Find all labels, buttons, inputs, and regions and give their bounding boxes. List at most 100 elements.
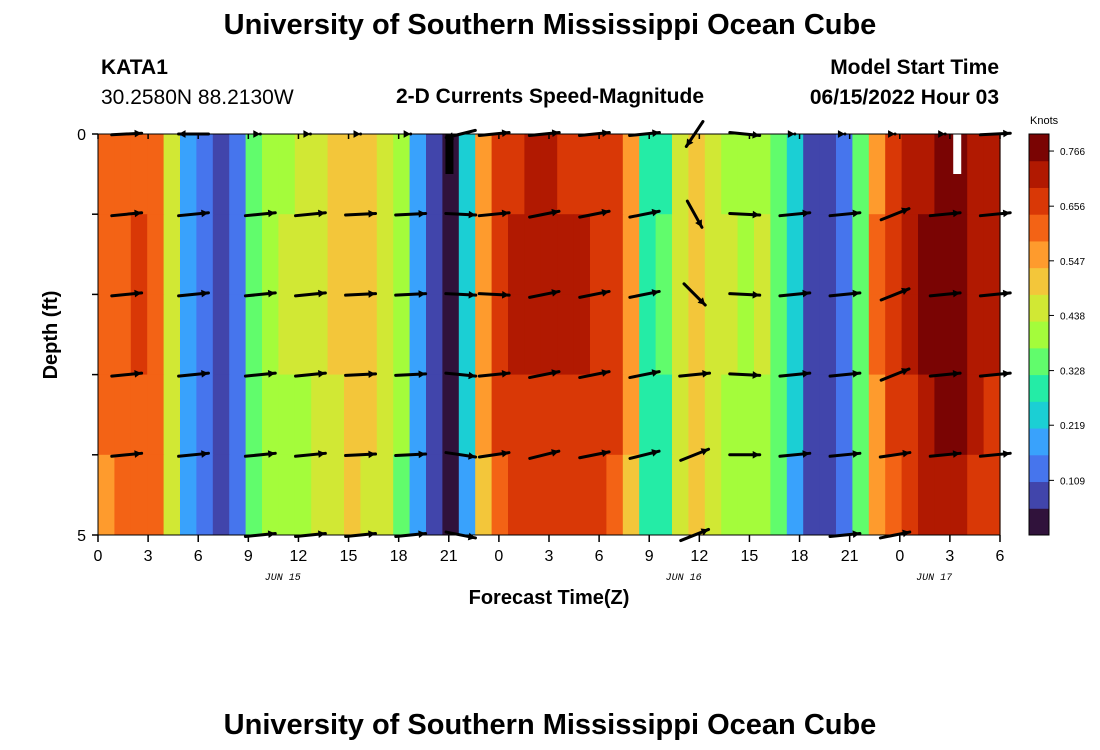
current-vector-arrow	[477, 290, 511, 299]
heatmap-cell	[393, 454, 411, 536]
heatmap-cell	[212, 214, 230, 295]
heatmap-cell	[130, 454, 148, 536]
heatmap-cell	[918, 214, 935, 295]
x-tick-label: 15	[340, 548, 358, 565]
heatmap-cell	[278, 294, 296, 375]
heatmap-cell	[524, 454, 542, 536]
heatmap-cell	[901, 134, 919, 215]
station-coordinates: 30.2580N 88.2130W	[101, 86, 294, 109]
heatmap-cell	[524, 374, 542, 456]
heatmap-cell	[573, 374, 591, 456]
heatmap-cell	[885, 374, 903, 456]
current-vector-arrow	[578, 208, 611, 219]
heatmap-cell	[262, 454, 279, 536]
heatmap-cell	[180, 214, 197, 295]
heatmap-cell	[622, 214, 640, 295]
page-title: University of Southern Mississippi Ocean…	[223, 9, 877, 41]
heatmap-cell	[426, 294, 443, 375]
heatmap-cell	[934, 134, 952, 215]
current-vector-arrow	[243, 209, 277, 218]
heatmap-cell	[655, 294, 673, 375]
heatmap-cell	[983, 294, 1001, 375]
heatmap-cell	[786, 454, 804, 536]
colorbar-tick-label: 0.438	[1060, 311, 1085, 322]
heatmap-cell	[967, 134, 985, 215]
current-vector-arrow	[778, 289, 812, 298]
x-tick-label: 21	[841, 548, 859, 565]
heatmap-cell	[934, 374, 952, 456]
heatmap-cell	[672, 374, 689, 456]
heatmap-cell	[868, 374, 886, 456]
heatmap-cell	[311, 134, 329, 215]
current-vector-arrow	[778, 209, 812, 218]
heatmap-cell	[901, 214, 919, 295]
heatmap-cell	[130, 214, 148, 295]
heatmap-cell	[622, 374, 640, 456]
x-tick-label: 21	[440, 548, 458, 565]
heatmap-cell	[360, 294, 378, 375]
model-start-time: 06/15/2022 Hour 03	[809, 86, 999, 109]
current-vector-arrow	[177, 450, 210, 458]
missing-data-markers	[445, 134, 962, 174]
heatmap-cell	[458, 294, 476, 375]
current-vector-arrow	[528, 369, 561, 380]
heatmap-cell	[950, 374, 968, 456]
heatmap-cell	[754, 294, 771, 375]
current-vector-arrow	[728, 371, 762, 379]
heatmap-cell	[885, 294, 903, 375]
station-id: KATA1	[101, 56, 168, 79]
colorbar-segment	[1029, 267, 1049, 295]
heatmap-cell	[655, 214, 673, 295]
heatmap-cell	[819, 294, 837, 375]
current-vector-arrow	[344, 450, 378, 459]
y-tick-label: 5	[77, 528, 86, 545]
heatmap-cell	[180, 294, 197, 375]
heatmap-cell	[590, 374, 607, 456]
heatmap-cell	[147, 294, 165, 375]
heatmap-cell	[606, 454, 624, 536]
heatmap-cell	[393, 214, 411, 295]
colorbar-segment	[1029, 347, 1049, 376]
colorbar-tick-label: 0.328	[1060, 367, 1085, 378]
heatmap-cell	[819, 214, 837, 295]
heatmap-cell	[819, 134, 837, 215]
current-vector-arrow	[978, 209, 1012, 218]
heatmap-cell	[245, 214, 263, 295]
colorbar-tick-label: 0.219	[1060, 421, 1085, 432]
heatmap-cell	[573, 134, 591, 215]
heatmap-cell	[360, 374, 378, 456]
heatmap-cell	[590, 294, 607, 375]
heatmap-cell	[426, 374, 443, 456]
heatmap-cell	[212, 374, 230, 456]
plot-title: 2-D Currents Speed-Magnitude	[0, 85, 1100, 109]
heatmap-cell	[639, 214, 657, 295]
current-vector-arrow	[444, 451, 478, 460]
current-vector-arrow	[928, 209, 962, 218]
heatmap-cell	[147, 374, 165, 456]
heatmap-cell	[409, 134, 427, 215]
heatmap-cell	[245, 454, 263, 536]
heatmap-cell	[786, 294, 804, 375]
heatmap-cell	[311, 294, 329, 375]
heatmap-cell	[475, 134, 493, 215]
heatmap-cell	[540, 294, 558, 375]
colorbar-segment	[1029, 508, 1049, 536]
heatmap-cell	[344, 374, 361, 456]
heatmap-cell	[721, 374, 739, 456]
heatmap-cell	[180, 454, 197, 536]
heatmap-cell	[540, 134, 558, 215]
heatmap-cell	[983, 134, 1001, 215]
x-tick-label: 18	[791, 548, 809, 565]
current-vector-arrow	[728, 290, 762, 299]
heatmap-cell	[721, 134, 739, 215]
heatmap-cell	[967, 374, 985, 456]
heatmap-cell	[639, 454, 657, 536]
heatmap-cell	[458, 134, 476, 215]
current-vector-arrow	[828, 369, 862, 378]
heatmap-cell	[721, 214, 739, 295]
heatmap-cell	[934, 214, 952, 295]
heatmap-cell	[950, 294, 968, 375]
axes: 0 3 6 9 12 15 18 21 0 3 6 9 12 15 18 21 0 3 6 JUN 15 JUN 16 J…	[77, 127, 1004, 584]
colorbar-segment	[1029, 134, 1049, 162]
